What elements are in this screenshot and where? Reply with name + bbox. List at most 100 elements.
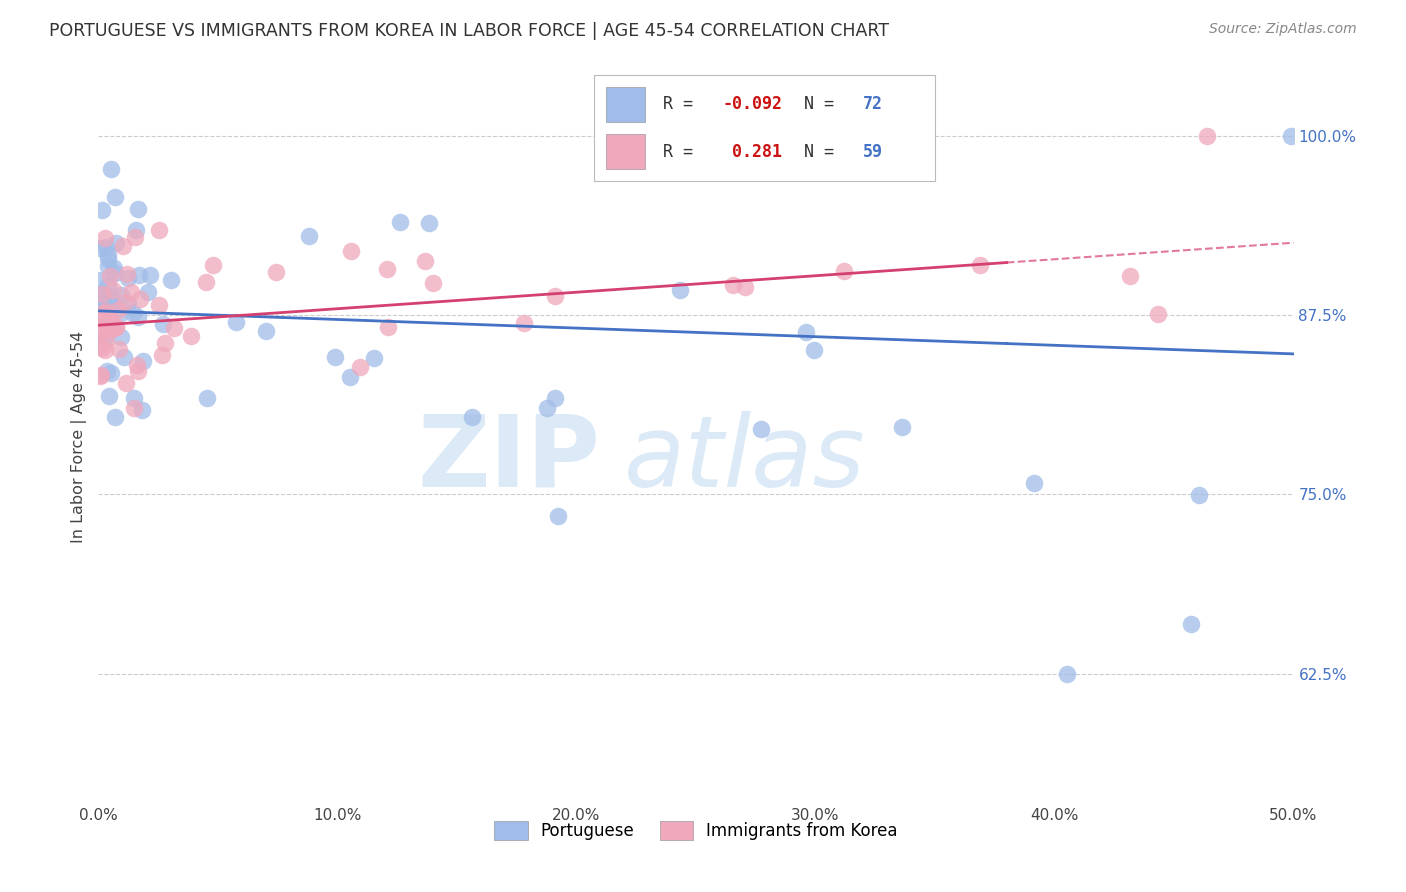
Point bbox=[93, 323, 115, 337]
Point bbox=[104, 266, 127, 280]
Point bbox=[254, 324, 277, 338]
Point bbox=[544, 391, 567, 405]
Point bbox=[93, 333, 115, 347]
Point bbox=[127, 310, 149, 324]
Point bbox=[721, 278, 744, 293]
Point bbox=[100, 268, 122, 283]
Point bbox=[104, 190, 127, 204]
Point bbox=[1146, 307, 1168, 321]
Text: 72: 72 bbox=[863, 95, 883, 113]
Point bbox=[1056, 666, 1078, 681]
Point bbox=[96, 364, 118, 378]
Point bbox=[91, 306, 114, 320]
Point bbox=[94, 310, 117, 325]
Point bbox=[513, 316, 536, 330]
Point bbox=[150, 348, 173, 362]
Point bbox=[132, 353, 155, 368]
Point bbox=[136, 285, 159, 299]
Point bbox=[834, 263, 856, 277]
Point bbox=[323, 350, 346, 364]
Point bbox=[117, 296, 139, 310]
Point bbox=[1195, 128, 1218, 143]
Point bbox=[94, 343, 117, 358]
Point bbox=[110, 288, 132, 302]
Point bbox=[339, 369, 361, 384]
Point bbox=[363, 351, 385, 365]
Point bbox=[127, 202, 149, 216]
Point bbox=[112, 239, 135, 253]
Text: ZIP: ZIP bbox=[418, 410, 600, 508]
Point bbox=[125, 223, 148, 237]
Point bbox=[298, 228, 321, 243]
Point bbox=[101, 320, 124, 334]
Point bbox=[388, 214, 411, 228]
Legend: Portuguese, Immigrants from Korea: Portuguese, Immigrants from Korea bbox=[488, 814, 904, 847]
Point bbox=[110, 330, 132, 344]
Point bbox=[104, 319, 127, 334]
Point bbox=[89, 369, 111, 384]
Point bbox=[669, 283, 692, 297]
Point bbox=[101, 301, 124, 315]
Point bbox=[115, 267, 138, 281]
Text: PORTUGUESE VS IMMIGRANTS FROM KOREA IN LABOR FORCE | AGE 45-54 CORRELATION CHART: PORTUGUESE VS IMMIGRANTS FROM KOREA IN L… bbox=[49, 22, 889, 40]
Point bbox=[547, 508, 569, 523]
Point bbox=[89, 287, 111, 301]
Point bbox=[98, 289, 121, 303]
Point bbox=[461, 410, 484, 425]
Point bbox=[96, 310, 118, 325]
Text: R =: R = bbox=[662, 143, 703, 161]
Point bbox=[90, 298, 112, 312]
FancyBboxPatch shape bbox=[606, 87, 644, 122]
Point bbox=[148, 223, 170, 237]
Point bbox=[90, 368, 112, 383]
Point bbox=[112, 350, 135, 364]
Point bbox=[107, 302, 129, 317]
Point bbox=[104, 236, 127, 251]
FancyBboxPatch shape bbox=[606, 135, 644, 169]
Point bbox=[195, 392, 218, 406]
Text: R =: R = bbox=[662, 95, 703, 113]
Point bbox=[104, 320, 127, 334]
Point bbox=[97, 248, 120, 262]
Point bbox=[89, 241, 111, 255]
Point bbox=[264, 265, 287, 279]
Text: Source: ZipAtlas.com: Source: ZipAtlas.com bbox=[1209, 22, 1357, 37]
Text: N =: N = bbox=[804, 143, 844, 161]
Point bbox=[90, 291, 112, 305]
Point bbox=[129, 293, 152, 307]
Point bbox=[94, 304, 117, 318]
Point bbox=[1119, 269, 1142, 284]
Point bbox=[349, 359, 371, 374]
Point bbox=[97, 259, 120, 273]
Point bbox=[98, 323, 121, 337]
Point bbox=[122, 306, 145, 320]
Point bbox=[152, 317, 174, 331]
Point bbox=[422, 277, 444, 291]
Point bbox=[96, 240, 118, 254]
Point bbox=[749, 422, 772, 436]
Text: 59: 59 bbox=[863, 143, 883, 161]
Text: N =: N = bbox=[804, 95, 844, 113]
Point bbox=[148, 298, 170, 312]
Point bbox=[115, 376, 138, 390]
Point bbox=[93, 288, 115, 302]
Point bbox=[794, 325, 817, 339]
Point bbox=[100, 366, 122, 380]
Point bbox=[1279, 128, 1302, 143]
Point bbox=[94, 230, 117, 244]
Point bbox=[377, 320, 399, 334]
Point bbox=[339, 244, 361, 259]
Point bbox=[91, 310, 114, 324]
Point bbox=[98, 389, 121, 403]
Point bbox=[159, 273, 181, 287]
Point bbox=[163, 321, 186, 335]
Point bbox=[96, 332, 118, 346]
Point bbox=[1180, 616, 1202, 631]
Text: -0.092: -0.092 bbox=[723, 95, 782, 113]
Point bbox=[97, 252, 120, 266]
Point bbox=[90, 341, 112, 355]
Point bbox=[108, 342, 131, 356]
Text: 0.281: 0.281 bbox=[723, 143, 782, 161]
Point bbox=[103, 260, 125, 275]
Point bbox=[139, 268, 162, 282]
